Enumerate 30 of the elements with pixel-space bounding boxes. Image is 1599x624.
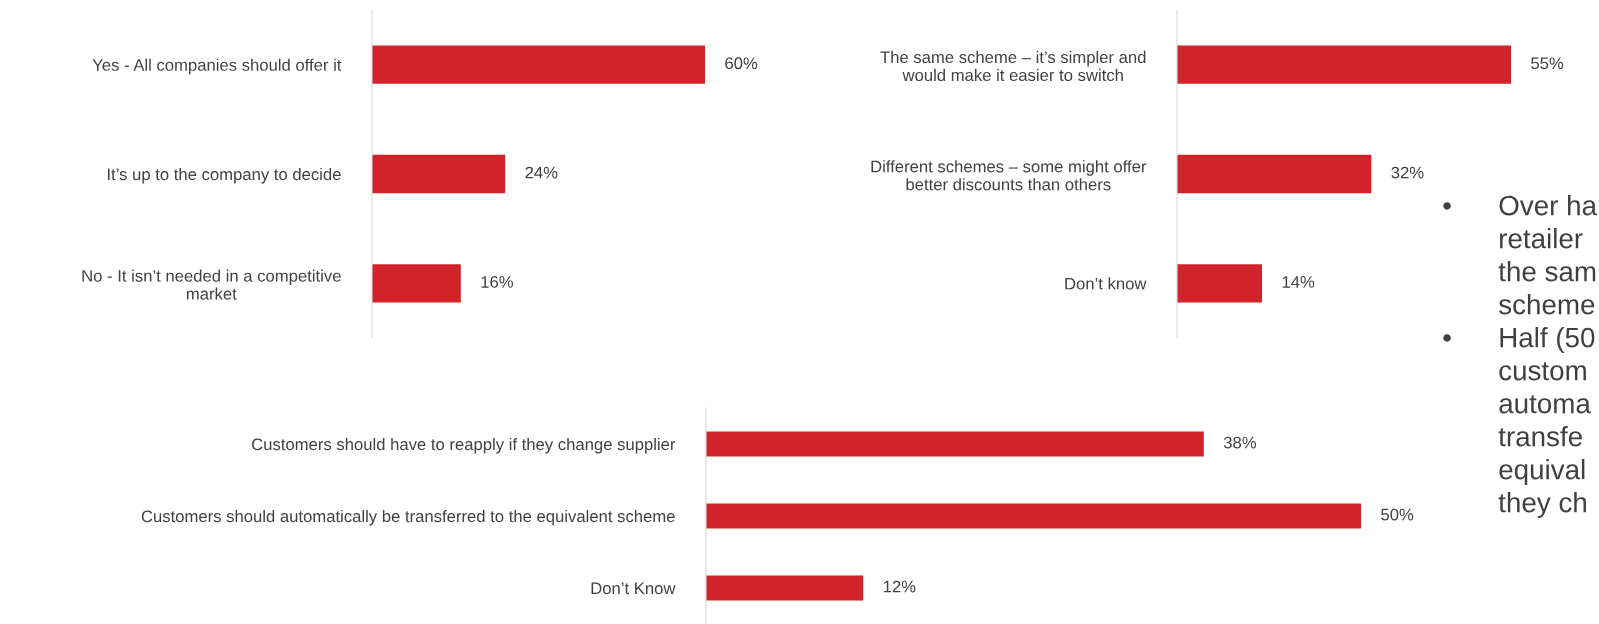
data-label: 24% <box>525 166 558 179</box>
data-label: 16% <box>481 276 514 288</box>
y-tick-label: Yes - All companies should offer it <box>92 58 342 75</box>
data-label: 50% <box>1381 508 1414 521</box>
text: they ch <box>1498 492 1586 518</box>
text: • <box>1443 334 1451 342</box>
data-label: 12% <box>883 580 916 593</box>
y-tick-label: No - It isn’t needed in a competitive market <box>82 269 341 300</box>
y-tick-label: Don’t know <box>1065 277 1147 290</box>
y-tick-label: It’s up to the company to decide <box>107 167 341 184</box>
y-tick-label: Customers should have to reapply if they change supplier <box>252 437 676 454</box>
text: custom <box>1499 362 1586 381</box>
text: equival <box>1499 459 1585 485</box>
text: • <box>1443 202 1451 210</box>
y-tick-label: Don’t Know <box>591 582 676 595</box>
text: Half (50 <box>1500 327 1595 353</box>
text: automa <box>1499 395 1591 414</box>
y-tick-label: Customers should automatically be transferred to the equivalent scheme <box>141 509 675 526</box>
y-tick-label: The same scheme – it’s simpler and would make it easier to switch <box>880 50 1146 82</box>
data-label: 14% <box>1282 276 1315 288</box>
text: the sam <box>1498 261 1596 282</box>
data-label: 60% <box>725 57 758 70</box>
text: scheme <box>1498 294 1595 315</box>
text: transfe <box>1498 426 1582 447</box>
y-tick-label: Different schemes – some might offer better discounts than others <box>871 160 1147 191</box>
data-label: 38% <box>1223 436 1257 449</box>
text: retailer <box>1500 228 1583 249</box>
data-label: 32% <box>1391 166 1424 179</box>
text: Over ha <box>1499 195 1598 216</box>
data-label: 55% <box>1531 57 1564 70</box>
